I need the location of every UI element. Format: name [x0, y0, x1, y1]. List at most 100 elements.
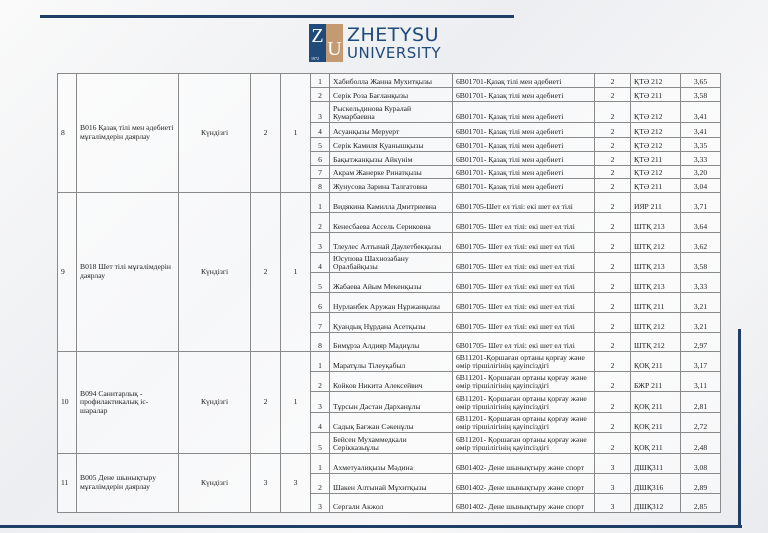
student-gpa: 2,97 — [680, 332, 721, 352]
table-row: 2 Койков Никита Алексейвич 6В11201- Қоршағ… — [58, 371, 721, 392]
specialty-name: В094 Санитарлық - профилактикалық іс-шар… — [76, 351, 179, 454]
grant-count: 1 — [280, 73, 311, 193]
student-course: 3 — [594, 453, 631, 474]
table-row: 5 Жабаева Айым Мекенқызы 6В01705- Шет ел т… — [58, 272, 721, 293]
program-name: 6В01701- Қазақ тілі мен әдебиеті — [452, 122, 595, 138]
student-index: 7 — [310, 165, 330, 179]
student-course: 2 — [594, 232, 631, 253]
student-course: 2 — [594, 137, 631, 152]
study-form: Күндізгі — [178, 73, 251, 193]
logo-title: ZHETYSU — [347, 24, 439, 46]
student-index: 1 — [310, 453, 330, 474]
right-border — [738, 329, 741, 528]
student-gpa: 3,08 — [680, 453, 721, 474]
table-row: 4 Асуанқызы Меруерт 6В01701- Қазақ тілі ме… — [58, 122, 721, 138]
student-group: БЖР 211 — [630, 371, 681, 392]
top-divider — [40, 15, 514, 18]
student-gpa: 3,04 — [680, 178, 721, 193]
program-name: 6В01705- Шет ел тілі: екі шет ел тілі — [452, 252, 595, 273]
table-row: 11 В005 Дене шынықтыру мұғалімдерін даярл… — [57, 453, 721, 513]
student-name: Юсупова Шахнозабану Оралбайқызы — [329, 252, 453, 273]
student-name: Жунусова Зарина Талгатовна — [329, 178, 453, 193]
program-name: 6В01402- Дене шынықтыру және спорт — [452, 453, 595, 474]
student-course: 2 — [594, 332, 631, 352]
student-name: Маратұлы Тілеуқабыл — [329, 351, 453, 372]
student-gpa: 3,62 — [680, 232, 721, 253]
table-row: 3 Сергали Акжол 6В01402- Дене шынықтыру жә… — [58, 493, 721, 513]
student-course: 2 — [594, 272, 631, 293]
student-index: 2 — [310, 371, 330, 392]
zhetysu-university-logo: Z 1972 U ZHETYSU UNIVERSITY — [309, 24, 441, 62]
student-course: 2 — [594, 192, 631, 213]
student-course: 2 — [594, 371, 631, 392]
program-name: 6В11201-Қоршаған ортаны қорғау және өмір… — [452, 351, 595, 372]
student-course: 2 — [594, 151, 631, 166]
student-gpa: 3,65 — [680, 73, 721, 88]
table-row: 7 Акрам Жанерке Ринатқызы 6В01701- Қазақ т… — [58, 165, 721, 179]
table-row: 3 Рыскельдинова Куралай Кумарбаевна 6В0170… — [58, 101, 721, 123]
logo-mark-u: U — [326, 24, 343, 62]
student-course: 2 — [594, 252, 631, 273]
student-gpa: 3,11 — [680, 371, 721, 392]
student-group: ДШҚ316 — [630, 473, 681, 494]
student-name: Садық Бағжан Сәкенұлы — [329, 412, 453, 433]
program-name: 6В01402- Дене шынықтыру және спорт — [452, 493, 595, 513]
student-gpa: 3,41 — [680, 122, 721, 138]
student-group: ҚТӘ 212 — [630, 165, 681, 179]
group-course: 2 — [250, 73, 281, 193]
student-gpa: 3,17 — [680, 351, 721, 372]
student-course: 2 — [594, 73, 631, 88]
grant-count: 1 — [280, 351, 311, 454]
group-course: 2 — [250, 192, 281, 352]
student-name: Нурланбек Аружан Нұржанқызы — [329, 292, 453, 313]
group-number: 9 — [57, 192, 77, 352]
student-group: ҚТӘ 211 — [630, 151, 681, 166]
table-row: 9 В018 Шет тілі мұғалімдерін даярлау Күнді… — [57, 192, 721, 352]
study-form: Күндізгі — [178, 453, 251, 513]
student-group: ШТҚ 212 — [630, 332, 681, 352]
student-group: ҚТӘ 212 — [630, 101, 681, 123]
group-number: 10 — [57, 351, 77, 454]
program-name: 6В01705- Шет ел тілі: екі шет ел тілі — [452, 312, 595, 333]
student-gpa: 3,21 — [680, 312, 721, 333]
student-name: Бимұрза Алдияр Мадиұлы — [329, 332, 453, 352]
student-group: ШТҚ 213 — [630, 212, 681, 233]
student-name: Тлеулес Алтынай Даулетбекқызы — [329, 232, 453, 253]
student-name: Асуанқызы Меруерт — [329, 122, 453, 138]
bottom-divider — [0, 525, 742, 528]
student-group: ҚОҚ 211 — [630, 391, 681, 413]
student-index: 6 — [310, 292, 330, 313]
student-name: Бақытжанқызы Айкүнім — [329, 151, 453, 166]
student-course: 2 — [594, 292, 631, 313]
program-name: 6В01705- Шет ел тілі: екі шет ел тілі — [452, 272, 595, 293]
student-name: Ахметуалиқызы Мәдина — [329, 453, 453, 474]
student-group: ШТҚ 212 — [630, 312, 681, 333]
program-name: 6В01701- Қазақ тілі мен әдебиеті — [452, 178, 595, 193]
student-index: 2 — [310, 87, 330, 102]
program-name: 6В11201- Қоршаған ортаны қорғау және өмі… — [452, 391, 595, 413]
table-row: 10 В094 Санитарлық - профилактикалық іс-ш… — [57, 351, 721, 454]
student-index: 3 — [310, 391, 330, 413]
student-course: 2 — [594, 87, 631, 102]
student-gpa: 2,72 — [680, 412, 721, 433]
student-group: ҚОҚ 211 — [630, 432, 681, 454]
student-gpa: 3,71 — [680, 192, 721, 213]
student-name: Рыскельдинова Куралай Кумарбаевна — [329, 101, 453, 123]
student-index: 1 — [310, 351, 330, 372]
student-name: Бейсен Мухаммедкали Серікказыұлы — [329, 432, 453, 454]
student-group: ҚТӘ 212 — [630, 137, 681, 152]
program-name: 6В01701- Қазақ тілі мен әдебиеті — [452, 101, 595, 123]
student-index: 4 — [310, 412, 330, 433]
student-name: Хабиболла Жанна Мухитқызы — [329, 73, 453, 88]
student-index: 4 — [310, 122, 330, 138]
student-name: Акрам Жанерке Ринатқызы — [329, 165, 453, 179]
student-group: ҚТӘ 211 — [630, 87, 681, 102]
student-course: 2 — [594, 101, 631, 123]
student-group: ҚТӘ 211 — [630, 178, 681, 193]
student-name: Видякина Камилла Дмитриевна — [329, 192, 453, 213]
student-gpa: 3,35 — [680, 137, 721, 152]
student-index: 1 — [310, 73, 330, 88]
student-index: 5 — [310, 137, 330, 152]
student-course: 2 — [594, 391, 631, 413]
program-name: 6В01701- Қазақ тілі мен әдебиеті — [452, 165, 595, 179]
